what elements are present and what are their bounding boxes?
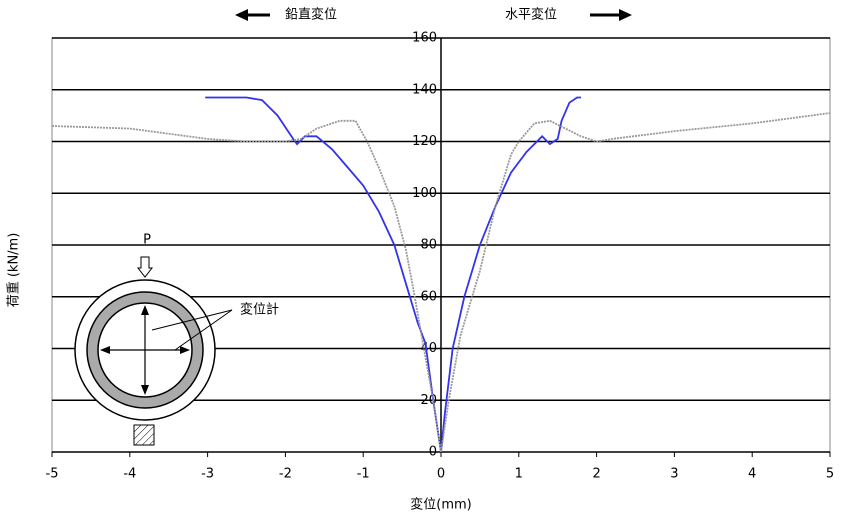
y-tick-label: 60 bbox=[420, 289, 437, 304]
x-tick-label: 2 bbox=[592, 467, 600, 482]
x-tick-label: 5 bbox=[826, 467, 834, 482]
series-line bbox=[51, 112, 831, 453]
y-axis-title: 荷重 (kN/m) bbox=[6, 233, 22, 308]
x-tick-label: 3 bbox=[670, 467, 678, 482]
arrow-head bbox=[235, 9, 248, 21]
x-tick-label: 0 bbox=[437, 467, 445, 482]
x-tick-label: -3 bbox=[201, 467, 214, 482]
y-tick-label: 100 bbox=[412, 186, 437, 201]
arrow-head bbox=[100, 346, 110, 354]
y-tick-label: 140 bbox=[412, 82, 437, 97]
x-axis-title: 変位(mm) bbox=[410, 497, 471, 513]
annotation: 水平変位 bbox=[505, 7, 557, 23]
load-label: P bbox=[143, 233, 151, 248]
y-tick-label: 160 bbox=[412, 31, 437, 46]
y-tick-label: 80 bbox=[420, 238, 437, 253]
annotation: 鉛直変位 bbox=[285, 7, 337, 23]
x-tick-label: -1 bbox=[357, 467, 370, 482]
inset-diagram: P 変位計 bbox=[74, 233, 279, 446]
y-tick-label: 40 bbox=[420, 341, 437, 356]
load-arrow bbox=[136, 256, 154, 278]
x-tick-label: -5 bbox=[46, 467, 59, 482]
x-tick-label: -2 bbox=[279, 467, 292, 482]
arrow-head bbox=[141, 385, 149, 395]
arrow-head bbox=[619, 9, 632, 21]
x-tick-label: -4 bbox=[123, 467, 136, 482]
gauge-label: 変位計 bbox=[240, 302, 279, 318]
arrow-head bbox=[180, 346, 190, 354]
y-tick-label: 120 bbox=[412, 134, 437, 149]
arrow-head bbox=[141, 305, 149, 315]
y-tick-label: 0 bbox=[429, 445, 437, 460]
pointer bbox=[151, 309, 233, 331]
pointer bbox=[174, 309, 233, 351]
series-line bbox=[205, 96, 582, 453]
support bbox=[133, 424, 155, 446]
x-tick-label: 4 bbox=[748, 467, 756, 482]
x-tick-label: 1 bbox=[515, 467, 523, 482]
